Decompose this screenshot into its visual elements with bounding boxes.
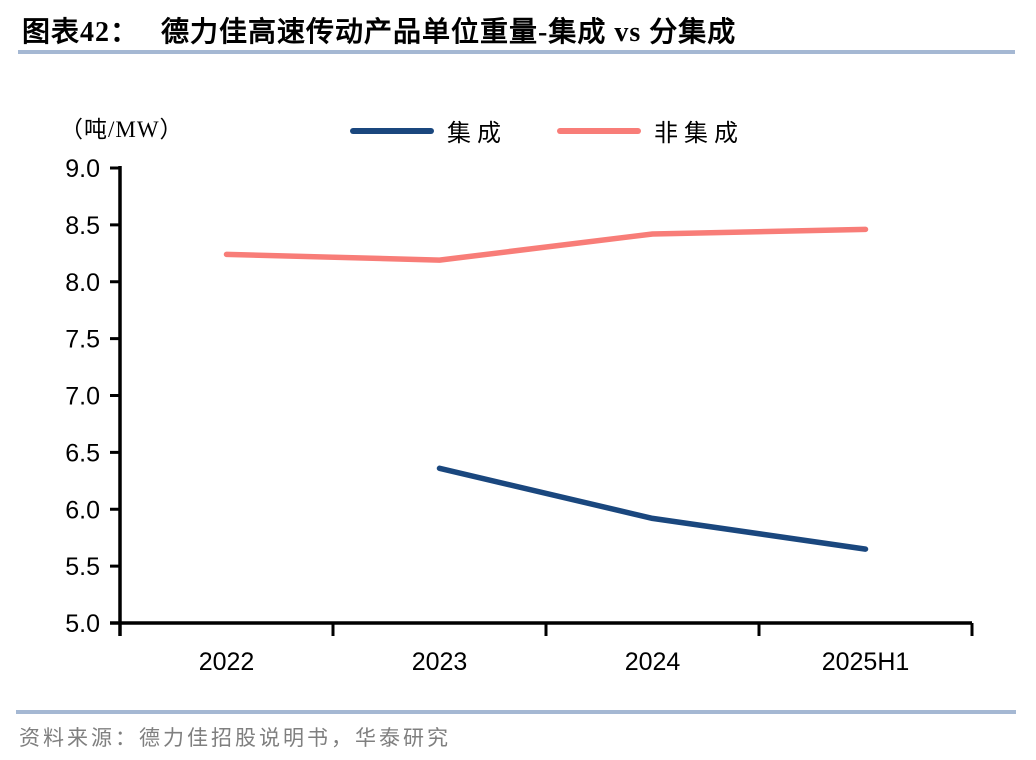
y-axis-unit-label: （吨/MW） [60, 117, 184, 142]
y-tick-label: 7.0 [65, 383, 100, 411]
legend-item-integrated: 集成 [350, 113, 507, 148]
x-tick-label: 2023 [412, 648, 468, 676]
chart-title: 图表42： 德力佳高速传动产品单位重量-集成 vs 分集成 [22, 10, 736, 50]
footer-divider [16, 710, 1016, 714]
series-line-integrated [436, 465, 869, 552]
legend-swatch-non-integrated-line [557, 127, 641, 134]
x-tick-label: 2024 [625, 648, 681, 676]
series-line-non-integrated [223, 226, 869, 263]
legend-label-non-integrated: 非集成 [654, 121, 744, 147]
title-underline [18, 50, 1015, 54]
figure-title-text: 德力佳高速传动产品单位重量-集成 vs 分集成 [161, 17, 737, 48]
x-tick-label: 2022 [199, 648, 255, 676]
x-tick-label: 2025H1 [822, 648, 910, 676]
y-tick-label: 6.0 [65, 496, 100, 524]
legend-swatch-integrated-line [350, 127, 434, 134]
y-tick-label: 9.0 [65, 155, 100, 183]
y-tick-label: 7.5 [65, 326, 100, 354]
y-tick-label: 5.5 [65, 553, 100, 581]
legend-item-non-integrated: 非集成 [557, 113, 744, 148]
y-tick-label: 8.0 [65, 269, 100, 297]
chart-legend: 集成 非集成 [350, 113, 744, 148]
source-note: 资料来源：德力佳招股说明书，华泰研究 [19, 726, 451, 750]
y-tick-label: 8.5 [65, 212, 100, 240]
y-tick-label: 6.5 [65, 439, 100, 467]
legend-label-integrated: 集成 [447, 121, 507, 147]
figure-number-label: 图表42： [22, 17, 140, 48]
y-tick-label: 5.0 [65, 610, 100, 638]
